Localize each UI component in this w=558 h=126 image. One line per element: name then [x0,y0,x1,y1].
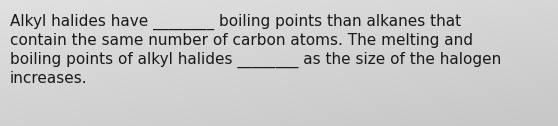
Text: boiling points of alkyl halides ________ as the size of the halogen: boiling points of alkyl halides ________… [10,52,501,68]
Text: increases.: increases. [10,71,88,86]
Text: contain the same number of carbon atoms. The melting and: contain the same number of carbon atoms.… [10,33,473,48]
Text: Alkyl halides have ________ boiling points than alkanes that: Alkyl halides have ________ boiling poin… [10,14,461,30]
